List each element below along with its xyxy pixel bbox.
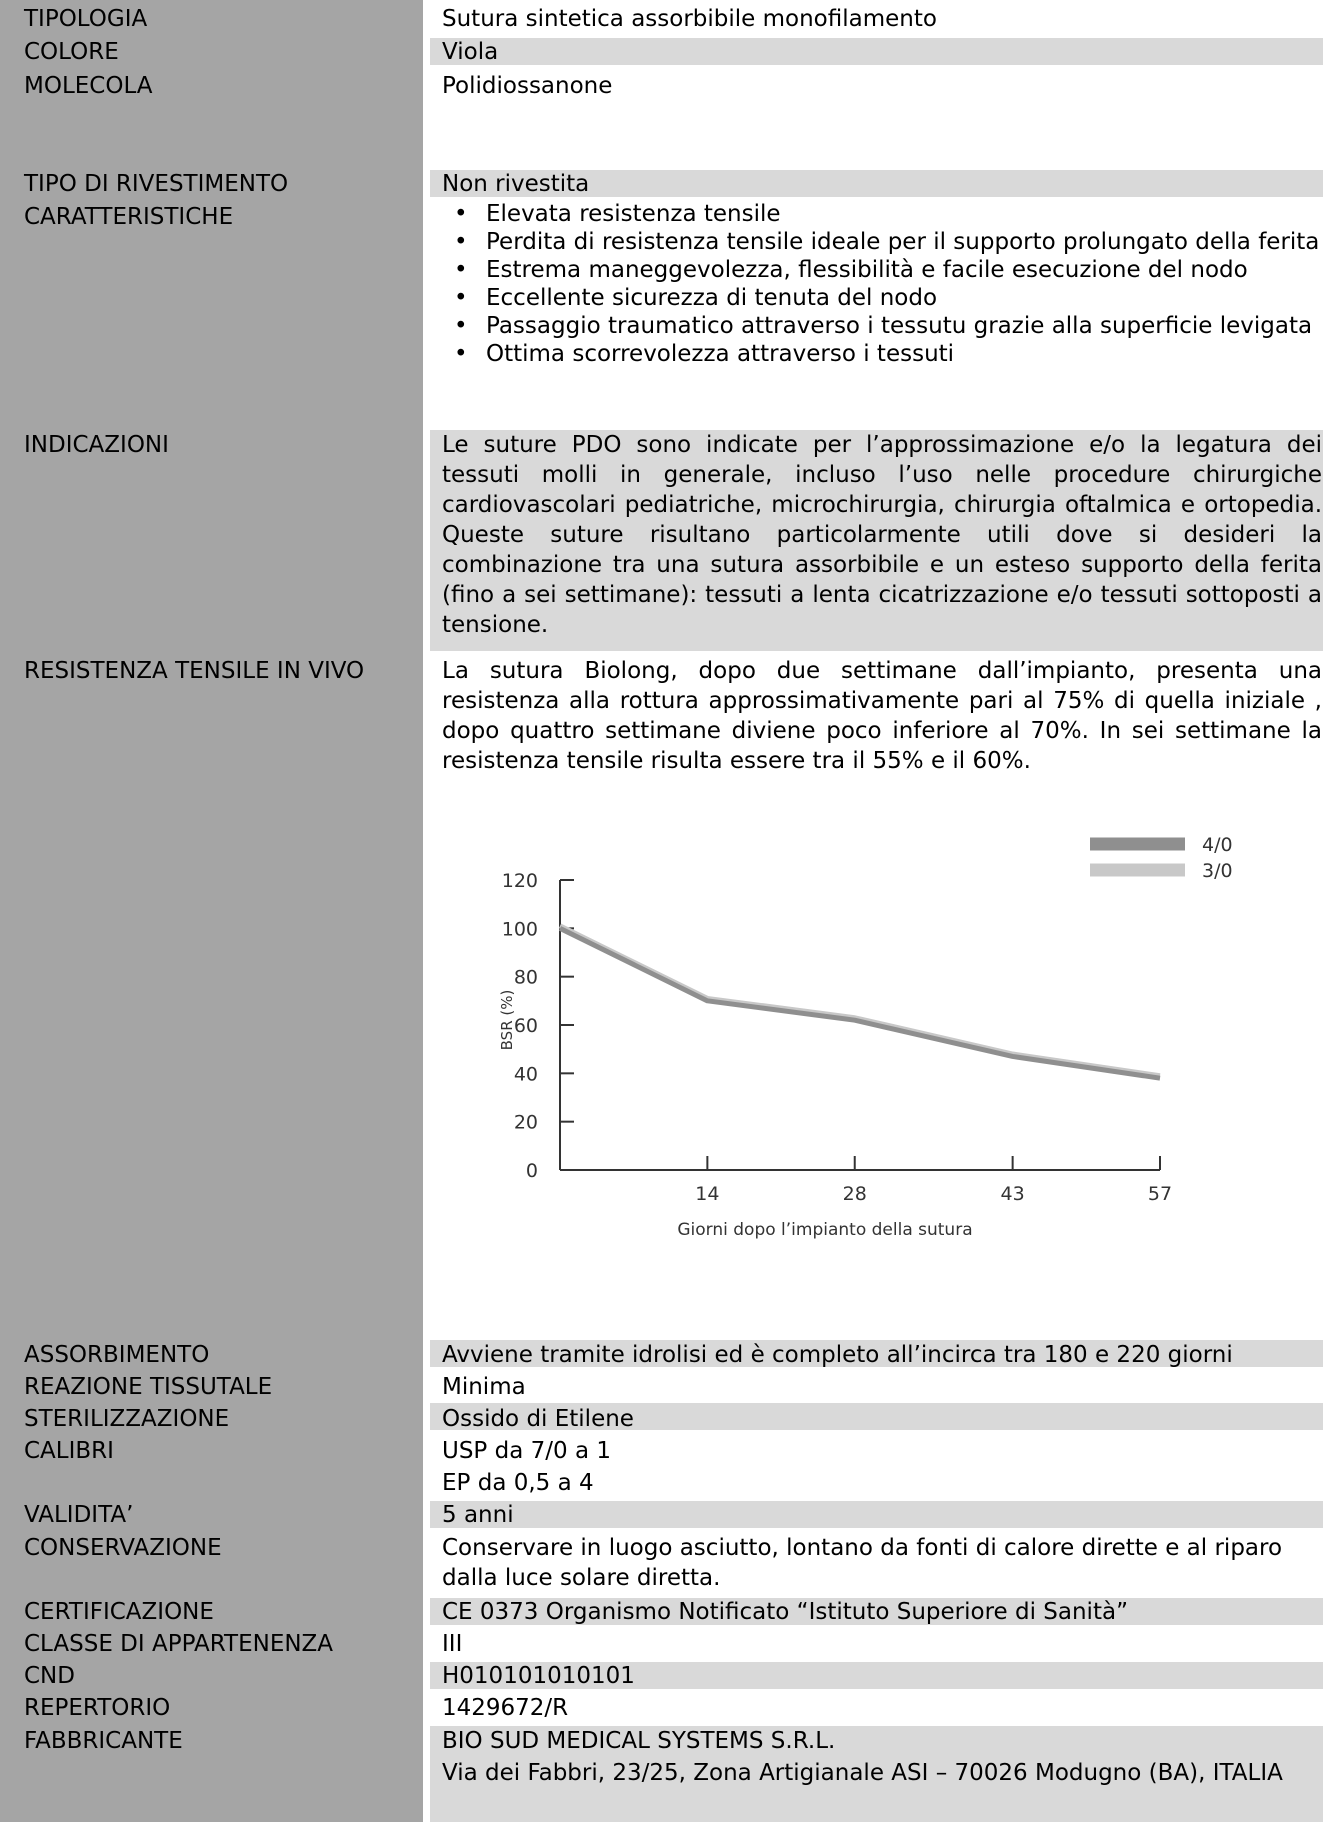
value-resistenza: La sutura Biolong, dopo due settimane da… bbox=[442, 658, 1322, 774]
label-molecola: MOLECOLA bbox=[24, 73, 153, 99]
value-conservazione: Conservare in luogo asciutto, lontano da… bbox=[442, 1535, 1283, 1591]
label-rivestimento: TIPO DI RIVESTIMENTO bbox=[24, 171, 289, 197]
value-colore: Viola bbox=[442, 39, 499, 65]
list-item: Ottima scorrevolezza attraverso i tessut… bbox=[442, 340, 1322, 368]
y-tick-label: 40 bbox=[514, 1063, 538, 1085]
legend-label: 3/0 bbox=[1202, 860, 1233, 882]
row-shade-validita bbox=[430, 1501, 1323, 1528]
label-caratteristiche: CARATTERISTICHE bbox=[24, 204, 234, 230]
y-tick-label: 60 bbox=[514, 1015, 538, 1037]
value-certificazione: CE 0373 Organismo Notificato “Istituto S… bbox=[442, 1599, 1128, 1625]
value-assorbimento: Avviene tramite idrolisi ed è completo a… bbox=[442, 1342, 1233, 1368]
value-tipologia: Sutura sintetica assorbibile monofilamen… bbox=[442, 6, 937, 32]
row-shade-assorbimento bbox=[430, 1340, 1323, 1367]
label-resistenza: RESISTENZA TENSILE IN VIVO bbox=[24, 658, 365, 684]
row-shade-certificazione bbox=[430, 1598, 1323, 1625]
series-line-3-0 bbox=[558, 923, 1161, 1079]
label-column bbox=[0, 0, 423, 1822]
chart-series bbox=[558, 923, 1161, 1081]
y-tick-label: 20 bbox=[514, 1112, 538, 1134]
list-item: Perdita di resistenza tensile ideale per… bbox=[442, 228, 1322, 256]
value-rivestimento: Non rivestita bbox=[442, 171, 590, 197]
label-tipologia: TIPOLOGIA bbox=[24, 6, 148, 32]
label-conservazione: CONSERVAZIONE bbox=[24, 1535, 222, 1561]
value-indicazioni: Le suture PDO sono indicate per l’appros… bbox=[442, 432, 1322, 638]
label-validita: VALIDITA’ bbox=[24, 1502, 134, 1528]
value-validita: 5 anni bbox=[442, 1502, 514, 1528]
row-shade-rivestimento bbox=[430, 170, 1323, 197]
chart-axes bbox=[559, 880, 1160, 1171]
value-cnd: H010101010101 bbox=[442, 1663, 635, 1689]
list-item: Estrema maneggevolezza, flessibilità e f… bbox=[442, 256, 1322, 284]
x-tick-label: 14 bbox=[695, 1183, 719, 1205]
x-tick-label: 28 bbox=[843, 1183, 867, 1205]
label-sterilizzazione: STERILIZZAZIONE bbox=[24, 1406, 230, 1432]
chart-ticks: 0 20 40 60 80 100 120 14 28 43 57 bbox=[502, 870, 1172, 1205]
value-reazione: Minima bbox=[442, 1374, 526, 1400]
value-molecola: Polidiossanone bbox=[442, 73, 613, 99]
list-item: Elevata resistenza tensile bbox=[442, 200, 1322, 228]
label-fabbricante: FABBRICANTE bbox=[24, 1728, 183, 1754]
y-tick-label: 100 bbox=[502, 918, 538, 940]
y-tick-label: 0 bbox=[526, 1160, 538, 1182]
y-tick-label: 80 bbox=[514, 967, 538, 989]
value-calibri-ep: EP da 0,5 a 4 bbox=[442, 1470, 594, 1496]
series-line-4-0 bbox=[558, 926, 1161, 1081]
value-classe: III bbox=[442, 1631, 463, 1657]
label-repertorio: REPERTORIO bbox=[24, 1695, 171, 1721]
label-assorbimento: ASSORBIMENTO bbox=[24, 1342, 210, 1368]
label-calibri: CALIBRI bbox=[24, 1438, 114, 1464]
value-calibri-usp: USP da 7/0 a 1 bbox=[442, 1438, 611, 1464]
row-shade-indicazioni bbox=[430, 430, 1323, 651]
list-item: Passaggio traumatico attraverso i tessut… bbox=[442, 312, 1322, 340]
label-certificazione: CERTIFICAZIONE bbox=[24, 1599, 214, 1625]
value-sterilizzazione: Ossido di Etilene bbox=[442, 1406, 634, 1432]
y-axis-label: BSR (%) bbox=[498, 990, 516, 1051]
label-classe: CLASSE DI APPARTENENZA bbox=[24, 1631, 334, 1657]
value-repertorio: 1429672/R bbox=[442, 1695, 569, 1721]
chart-legend: 4/03/0 bbox=[1090, 834, 1233, 882]
x-tick-label: 43 bbox=[1001, 1183, 1025, 1205]
row-shade-colore bbox=[430, 38, 1323, 65]
list-item: Eccellente sicurezza di tenuta del nodo bbox=[442, 284, 1322, 312]
label-reazione: REAZIONE TISSUTALE bbox=[24, 1374, 273, 1400]
label-colore: COLORE bbox=[24, 39, 119, 65]
row-shade-sterilizzazione bbox=[430, 1403, 1323, 1430]
legend-label: 4/0 bbox=[1202, 834, 1233, 856]
caratteristiche-list: Elevata resistenza tensile Perdita di re… bbox=[442, 200, 1322, 368]
label-cnd: CND bbox=[24, 1663, 75, 1689]
value-fabbricante-name: BIO SUD MEDICAL SYSTEMS S.R.L. bbox=[442, 1728, 836, 1754]
y-tick-label: 120 bbox=[502, 870, 538, 892]
label-indicazioni: INDICAZIONI bbox=[24, 432, 169, 458]
x-tick-label: 57 bbox=[1148, 1183, 1172, 1205]
row-shade-fabbricante bbox=[430, 1726, 1323, 1822]
value-fabbricante-address: Via dei Fabbri, 23/25, Zona Artigianale … bbox=[442, 1760, 1283, 1786]
row-shade-cnd bbox=[430, 1662, 1323, 1689]
x-axis-label: Giorni dopo l’impianto della sutura bbox=[677, 1220, 972, 1240]
